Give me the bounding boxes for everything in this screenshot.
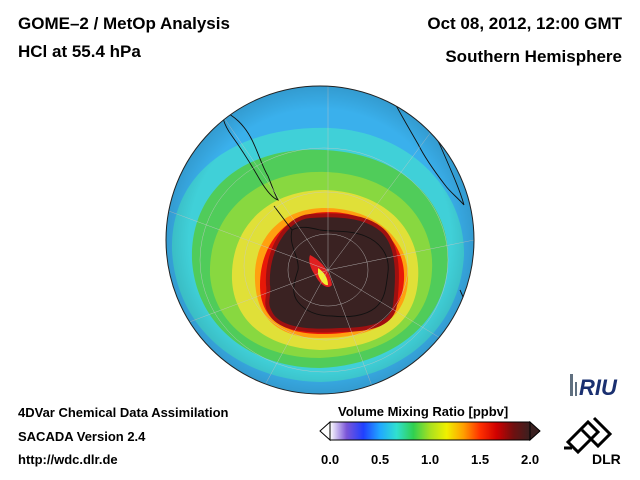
riu-logo-text: RIU (579, 375, 618, 400)
date-label: Oct 08, 2012, 12:00 GMT (427, 14, 622, 33)
riu-logo: RIU (570, 374, 618, 400)
footer-line-1: 4DVar Chemical Data Assimilation (18, 405, 229, 420)
dlr-logo-text: DLR (592, 451, 621, 467)
globe-outline (165, 85, 475, 395)
title-line-1: GOME–2 / MetOp Analysis (18, 14, 230, 33)
ozone-globe-map (165, 85, 475, 395)
colorbar-tick-label: 1.5 (471, 452, 490, 467)
colorbar-tick-label: 0.0 (321, 452, 340, 467)
dlr-logo: DLR (564, 416, 621, 467)
colorbar (319, 420, 541, 442)
colorbar-high-arrow (529, 420, 541, 442)
colorbar-low-arrow (319, 420, 331, 442)
colorbar-tick-label: 1.0 (421, 452, 440, 467)
footer-url: http://wdc.dlr.de (18, 452, 118, 467)
footer-line-2: SACADA Version 2.4 (18, 429, 146, 444)
colorbar-tick-label: 2.0 (521, 452, 540, 467)
colorbar-title: Volume Mixing Ratio [ppbv] (338, 404, 509, 419)
colorbar-gradient (329, 421, 531, 441)
title-line-2: HCl at 55.4 hPa (18, 42, 141, 61)
region-label: Southern Hemisphere (445, 47, 622, 66)
colorbar-tick-label: 0.5 (371, 452, 390, 467)
